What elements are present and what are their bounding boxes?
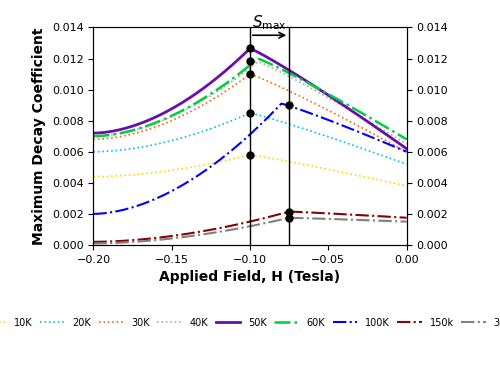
Legend: 10K, 20K, 30K, 40K, 50K, 60K, 100K, 150k, 300K: 10K, 20K, 30K, 40K, 50K, 60K, 100K, 150k… bbox=[0, 314, 500, 331]
Text: $S_\mathrm{max}$: $S_\mathrm{max}$ bbox=[252, 14, 287, 32]
X-axis label: Applied Field, H (Tesla): Applied Field, H (Tesla) bbox=[160, 270, 340, 284]
Y-axis label: Maximum Decay Coefficient: Maximum Decay Coefficient bbox=[32, 28, 46, 245]
